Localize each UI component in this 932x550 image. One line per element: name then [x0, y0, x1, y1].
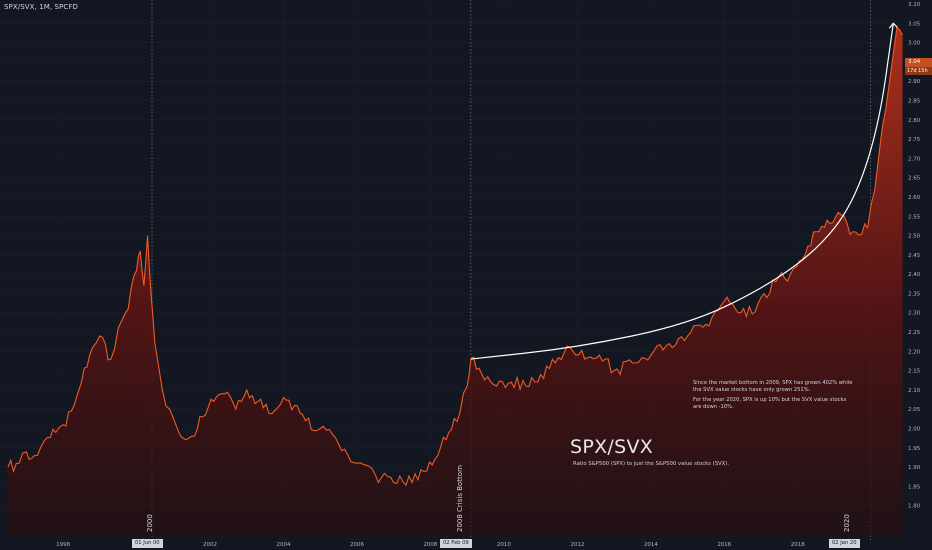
y-tick-label: 2.80 [908, 118, 921, 124]
y-tick-label: 2.25 [908, 330, 921, 336]
bar-countdown-badge: 17d 15h [905, 67, 932, 75]
y-tick-label: 3.05 [908, 21, 921, 27]
x-tick-label: 1998 [56, 542, 70, 548]
y-tick-label: 2.70 [908, 156, 921, 162]
y-tick-label: 3.10 [908, 2, 921, 8]
x-tick-label: 2016 [717, 542, 731, 548]
y-tick-label: 2.15 [908, 369, 921, 375]
x-tick-label: 2008 [423, 542, 437, 548]
y-tick-label: 2.00 [908, 427, 921, 433]
y-tick-label: 2.65 [908, 176, 921, 182]
y-tick-label: 2.90 [908, 79, 921, 85]
last-price-badge: 3.04 [905, 58, 932, 67]
y-tick-label: 2.50 [908, 234, 921, 240]
y-tick-label: 1.85 [908, 484, 921, 490]
year-2000-label[interactable]: 2000 [146, 514, 154, 532]
y-tick-label: 2.85 [908, 98, 921, 104]
annotation-note-2[interactable]: For the year 2020, SPX is up 10% but the… [693, 397, 847, 410]
y-tick-label: 1.95 [908, 446, 921, 452]
y-tick-label: 1.80 [908, 504, 921, 510]
chart-subtitle[interactable]: Ratio S&P500 (SPX) to just the S&P500 va… [573, 461, 730, 467]
year-2020-label[interactable]: 2020 [843, 514, 851, 532]
y-tick-label: 2.05 [908, 407, 921, 413]
symbol-header[interactable]: SPX/SVX, 1M, SPCFD [4, 3, 79, 11]
trend-arrowhead [888, 22, 898, 29]
y-tick-label: 2.35 [908, 291, 921, 297]
y-tick-label: 3.00 [908, 41, 921, 47]
ratio-line[interactable] [7, 26, 903, 487]
x-tick-label: 2002 [203, 542, 217, 548]
y-tick-label: 2.40 [908, 272, 921, 278]
y-tick-label: 2.10 [908, 388, 921, 394]
x-tick-label: 2010 [497, 542, 511, 548]
y-tick-label: 2.60 [908, 195, 921, 201]
date-tag-jun-2000: 01 Jun 00 [132, 539, 163, 548]
x-tick-label: 2004 [277, 542, 291, 548]
ratio-area-fill [8, 27, 903, 536]
x-tick-label: 2018 [791, 542, 805, 548]
y-tick-label: 1.90 [908, 465, 921, 471]
y-tick-label: 2.45 [908, 253, 921, 259]
crisis-bottom-label[interactable]: 2008 Crisis Bottom [456, 465, 464, 532]
annotation-note-1[interactable]: Since the market bottom in 2009, SPX has… [693, 380, 853, 393]
x-tick-label: 2012 [570, 542, 584, 548]
x-tick-label: 2006 [350, 542, 364, 548]
trend-curve [470, 23, 894, 360]
y-tick-label: 2.55 [908, 214, 921, 220]
date-tag-feb-2009: 02 Feb 09 [440, 539, 472, 548]
time-axis[interactable]: 1998 2002 2004 2006 2008 2010 2012 2014 2016 2018 [56, 542, 805, 548]
y-tick-label: 2.20 [908, 349, 921, 355]
price-axis[interactable]: 1.80 1.85 1.90 1.95 2.00 2.05 2.10 2.15 2.20 2.25… [908, 2, 921, 510]
chart-big-title[interactable]: SPX/SVX [570, 436, 654, 458]
date-tag-jan-2020: 02 Jan 20 [829, 539, 860, 548]
y-tick-label: 2.30 [908, 311, 921, 317]
x-tick-label: 2014 [644, 542, 658, 548]
y-tick-label: 2.75 [908, 137, 921, 143]
